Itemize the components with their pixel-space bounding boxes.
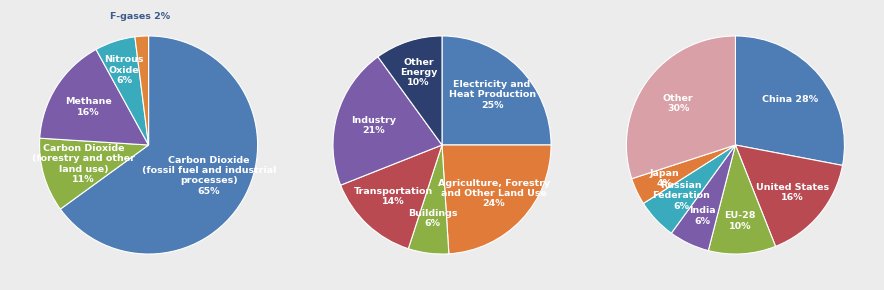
Text: Carbon Dioxide
(forestry and other
land use)
11%: Carbon Dioxide (forestry and other land … [32,144,135,184]
Wedge shape [442,145,551,254]
Wedge shape [442,36,551,145]
Text: Buildings
6%: Buildings 6% [408,209,457,228]
Wedge shape [96,37,149,145]
Wedge shape [60,36,257,254]
Text: Japan
4%: Japan 4% [650,169,679,188]
Text: China 28%: China 28% [762,95,818,104]
Wedge shape [377,36,442,145]
Wedge shape [735,36,844,165]
Text: Other
Energy
10%: Other Energy 10% [400,57,437,87]
Wedge shape [627,36,735,179]
Wedge shape [333,57,442,185]
Wedge shape [644,145,735,233]
Text: Russian
Federation
6%: Russian Federation 6% [652,181,711,211]
Text: Other
30%: Other 30% [663,94,693,113]
Wedge shape [735,145,842,246]
Text: Carbon Dioxide
(fossil fuel and industrial
processes)
65%: Carbon Dioxide (fossil fuel and industri… [141,156,276,196]
Wedge shape [40,138,149,209]
Wedge shape [632,145,735,203]
Text: Agriculture, Forestry
and Other Land Use
24%: Agriculture, Forestry and Other Land Use… [438,179,550,209]
Text: India
6%: India 6% [689,206,715,226]
Text: Industry
21%: Industry 21% [352,115,396,135]
Text: F-gases 2%: F-gases 2% [110,12,171,21]
Text: Nitrous
Oxide
6%: Nitrous Oxide 6% [104,55,144,85]
Wedge shape [40,50,149,145]
Wedge shape [708,145,775,254]
Text: Electricity and
Heat Production
25%: Electricity and Heat Production 25% [448,80,536,110]
Text: Methane
16%: Methane 16% [65,97,112,117]
Text: Transportation
14%: Transportation 14% [354,187,433,206]
Wedge shape [671,145,735,251]
Wedge shape [340,145,442,249]
Wedge shape [135,36,149,145]
Text: EU-28
10%: EU-28 10% [725,211,756,231]
Wedge shape [408,145,449,254]
Text: United States
16%: United States 16% [756,183,829,202]
